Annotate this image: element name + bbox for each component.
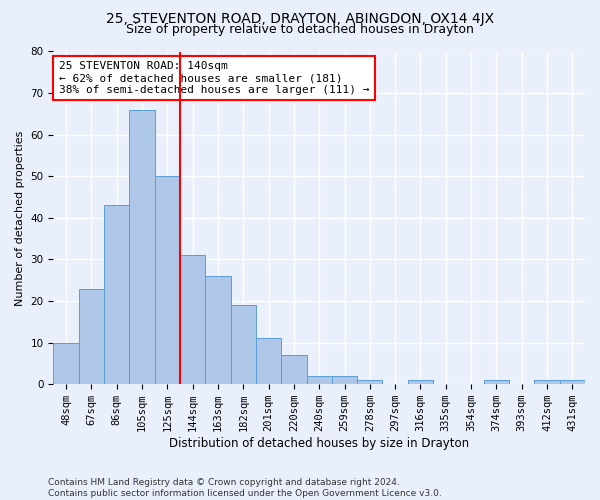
Bar [256, 338, 281, 384]
Bar [230, 305, 256, 384]
Text: Size of property relative to detached houses in Drayton: Size of property relative to detached ho… [126, 22, 474, 36]
Bar [155, 176, 180, 384]
Bar [357, 380, 382, 384]
Bar [307, 376, 332, 384]
Bar [332, 376, 357, 384]
Bar [560, 380, 585, 384]
Bar [53, 342, 79, 384]
Bar [79, 288, 104, 384]
X-axis label: Distribution of detached houses by size in Drayton: Distribution of detached houses by size … [169, 437, 469, 450]
Y-axis label: Number of detached properties: Number of detached properties [15, 130, 25, 306]
Bar [130, 110, 155, 384]
Bar [408, 380, 433, 384]
Bar [104, 206, 130, 384]
Text: 25, STEVENTON ROAD, DRAYTON, ABINGDON, OX14 4JX: 25, STEVENTON ROAD, DRAYTON, ABINGDON, O… [106, 12, 494, 26]
Bar [535, 380, 560, 384]
Bar [180, 256, 205, 384]
Text: Contains HM Land Registry data © Crown copyright and database right 2024.
Contai: Contains HM Land Registry data © Crown c… [48, 478, 442, 498]
Bar [484, 380, 509, 384]
Bar [205, 276, 230, 384]
Bar [281, 355, 307, 384]
Text: 25 STEVENTON ROAD: 140sqm
← 62% of detached houses are smaller (181)
38% of semi: 25 STEVENTON ROAD: 140sqm ← 62% of detac… [59, 62, 369, 94]
